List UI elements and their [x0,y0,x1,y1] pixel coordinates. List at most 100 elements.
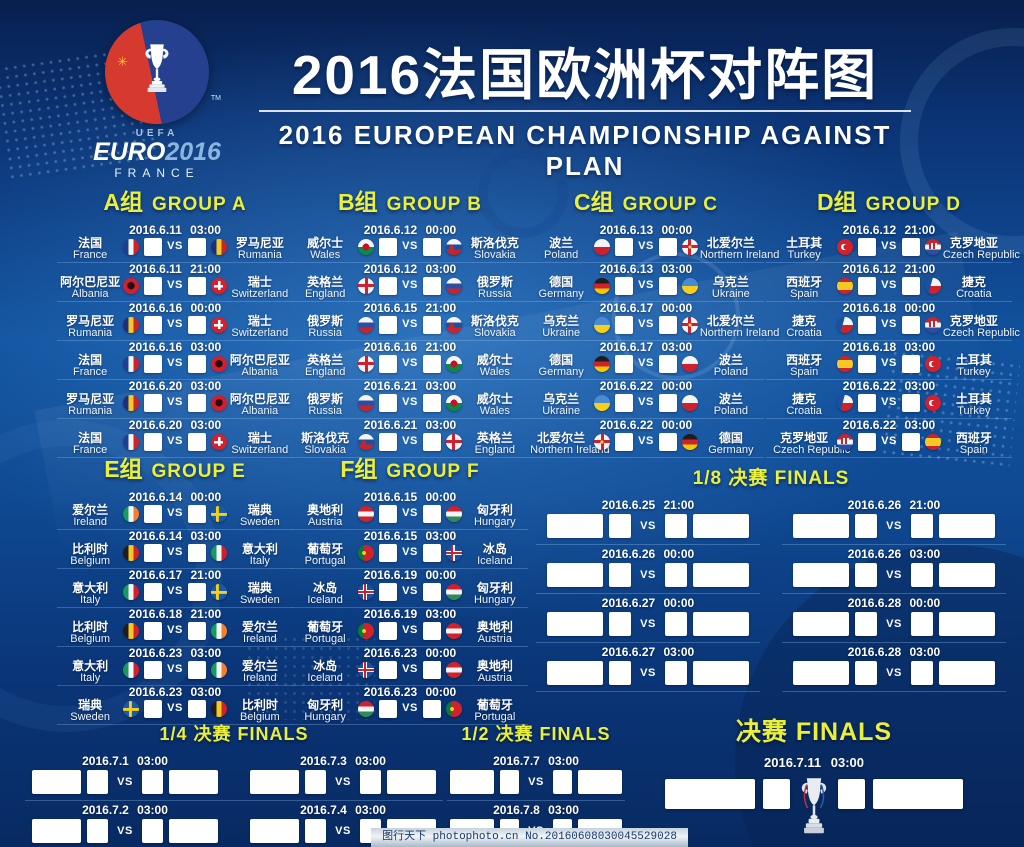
group-title-en: GROUP E [151,461,246,482]
team-name-en: Belgium [70,555,111,567]
team-name-en: Spain [790,366,819,378]
team-name-cn: 北爱尔兰 [706,314,755,328]
knockout-match-row: 2016.7.4 03:00 VS [247,801,439,847]
group-e-header: E组 GROUP E [57,450,293,484]
team-name: 英格兰 England [294,354,356,378]
team-name-en: Portugal [474,711,516,723]
team-name-cn: 西班牙 [955,431,992,445]
match-row: 2016.6.16 00:00 罗马尼亚 Rumania VS 瑞士 Switzerlan… [57,302,293,341]
england-flag-icon [445,434,462,450]
final-title: 决赛 FINALS [735,718,893,746]
match-row: 2016.6.17 00:00 乌克兰 Ukraine VS 北爱尔兰 Northern … [528,302,779,341]
team-name-cn: 德国 [718,431,743,445]
match-row: 2016.6.19 03:00 葡萄牙 Portugal VS 奥地利 Austria [292,608,528,647]
team-name-en: Ireland [243,633,277,645]
match-line: 爱尔兰 Ireland VS 瑞典 Sweden [57,504,293,528]
knockout-match-line: VS [782,612,1006,636]
group-d-header: D组 GROUP D [766,183,1012,217]
match-date: 2016.6.25 21:00 [601,498,695,512]
team-name-en: Germany [538,366,584,378]
italy-flag-icon [210,545,227,561]
team-name: 匈牙利 Hungary [464,504,526,528]
team-name: 土耳其 Turkey [943,393,1005,417]
match-date: 2016.6.28 03:00 [847,645,941,659]
vs-label: VS [167,702,183,714]
vs-label: VS [402,279,418,291]
team-name-en: Croatia [786,327,822,339]
team-name-en: Austria [477,633,512,645]
group-b-header: B组 GROUP B [292,183,528,217]
match-date: 2016.7.8 03:00 [493,803,579,817]
team-name-cn: 法国 [78,353,103,367]
match-date: 2016.6.17 21:00 [128,568,222,582]
away-score-box [187,433,206,451]
team-name: 意大利 Italy [59,582,121,606]
iceland-flag-icon [358,662,375,678]
team-name: 德国 Germany [530,354,592,378]
team-name: 阿尔巴尼亚 Albania [229,354,291,378]
team-name-en: Wales [479,366,510,378]
team-name-cn: 土耳其 [955,353,992,367]
vs-label: VS [528,776,544,788]
trademark-label: TM [210,95,221,102]
match-date: 2016.6.12 21:00 [842,223,936,237]
match-date: 2016.6.12 03:00 [363,262,457,276]
northern-ireland-flag-icon [681,317,698,333]
knockout-match-row: 2016.7.7 03:00 VS [447,752,625,801]
vs-label: VS [402,585,418,597]
quarter-finals-row: 2016.7.2 03:00 VS 2016.7.4 03:00 VS [25,801,443,847]
team-name-cn: 威尔士 [307,236,344,250]
vs-label: VS [167,435,183,447]
home-team-box [793,563,850,587]
quarter-finals-title: 1/4 决赛 FINALS [159,724,309,744]
match-row: 2016.6.13 00:00 波兰 Poland VS 北爱尔兰 Northern Ir… [528,224,779,263]
france-label: FRANCE [114,166,200,180]
vs-label: VS [167,279,183,291]
team-name-cn: 西班牙 [786,353,823,367]
team-name: 英格兰 England [294,276,356,300]
match-row: 2016.6.12 00:00 威尔士 Wales VS 斯洛伐克 Slovakia [292,224,528,263]
away-score-box [141,819,164,843]
knockout-match-row: 2016.7.3 03:00 VS [247,752,439,800]
team-name-cn: 克罗地亚 [949,314,998,328]
team-name: 北爱尔兰 Northern Ireland [530,432,610,456]
team-name-en: Ireland [73,516,107,528]
team-name-cn: 瑞典 [247,581,272,595]
team-name-cn: 冰岛 [313,659,338,673]
home-team-box [32,770,81,794]
match-date: 2016.6.16 21:00 [363,340,457,354]
team-name: 波兰 Poland [700,393,762,417]
match-line: 英格兰 England VS 俄罗斯 Russia [292,276,528,300]
team-name: 德国 Germany [700,432,762,456]
match-row: 2016.6.15 00:00 奥地利 Austria VS 匈牙利 Hungary [292,491,528,530]
home-score-box [609,514,632,538]
vs-label: VS [167,624,183,636]
team-name-en: Poland [713,366,748,378]
match-date: 2016.6.22 03:00 [842,418,936,432]
home-score-box [379,661,398,679]
team-name: 斯洛伐克 Slovakia [464,315,526,339]
switzerland-flag-icon [210,278,227,294]
match-row: 2016.6.14 00:00 爱尔兰 Ireland VS 瑞典 Sweden [57,491,293,530]
home-score-box [499,770,520,794]
match-row: 2016.6.16 03:00 法国 France VS 阿尔巴尼亚 Albania [57,341,293,380]
team-name: 克罗地亚 Czech Republic [773,432,850,456]
team-name-cn: 德国 [549,275,574,289]
italy-flag-icon [123,662,140,678]
switzerland-flag-icon [210,317,227,333]
away-score-box [910,612,933,636]
match-row: 2016.6.13 03:00 德国 Germany VS 乌克兰 Ukraine [528,263,764,302]
home-score-box [379,394,398,412]
team-name: 乌克兰 Ukraine [530,315,592,339]
team-name-en: Germany [708,444,754,456]
team-name-cn: 瑞典 [78,698,103,712]
albania-flag-icon [210,395,227,411]
team-name: 比利时 Belgium [59,621,121,645]
knockout-match-row: 2016.7.1 03:00 VS [29,752,221,800]
team-name-cn: 英格兰 [307,275,344,289]
vs-label: VS [638,396,654,408]
team-name-cn: 法国 [78,431,103,445]
group-title-en: GROUP F [386,461,480,482]
austria-flag-icon [358,506,375,522]
team-name-en: Czech Republic [942,327,1020,339]
